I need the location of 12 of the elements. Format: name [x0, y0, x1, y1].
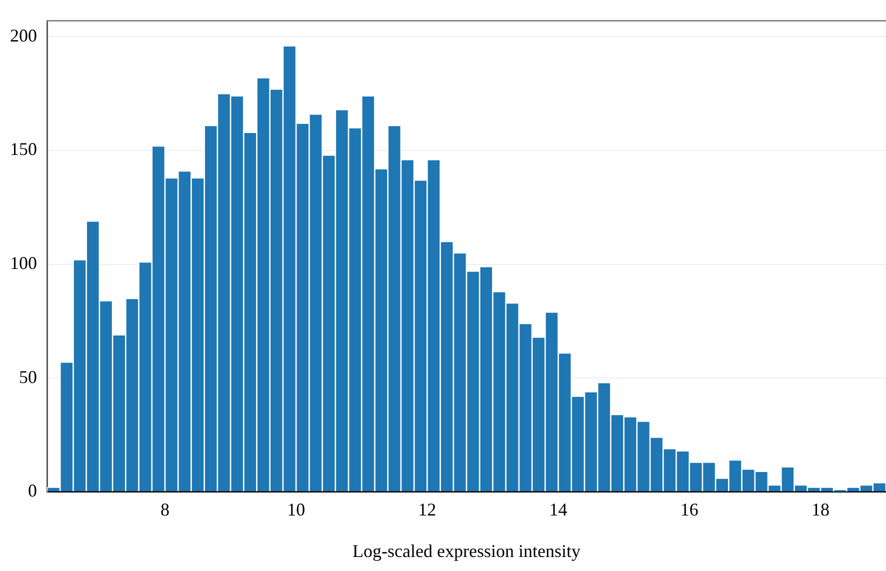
y-tick-label: 50	[19, 366, 37, 387]
y-tick-label: 0	[28, 480, 37, 501]
x-tick-label: 8	[160, 499, 170, 520]
x-tick-label: 16	[680, 499, 698, 520]
y-tick-label: 100	[10, 253, 37, 273]
y-tick-label: 200	[10, 25, 37, 46]
x-tick-label: 18	[811, 499, 830, 520]
x-axis-title: Log-scaled expression intensity	[352, 540, 580, 561]
x-tick-label: 10	[287, 499, 306, 520]
x-tick-label: 12	[418, 499, 436, 520]
y-tick-label: 150	[10, 139, 37, 160]
x-tick-label: 14	[549, 499, 568, 520]
